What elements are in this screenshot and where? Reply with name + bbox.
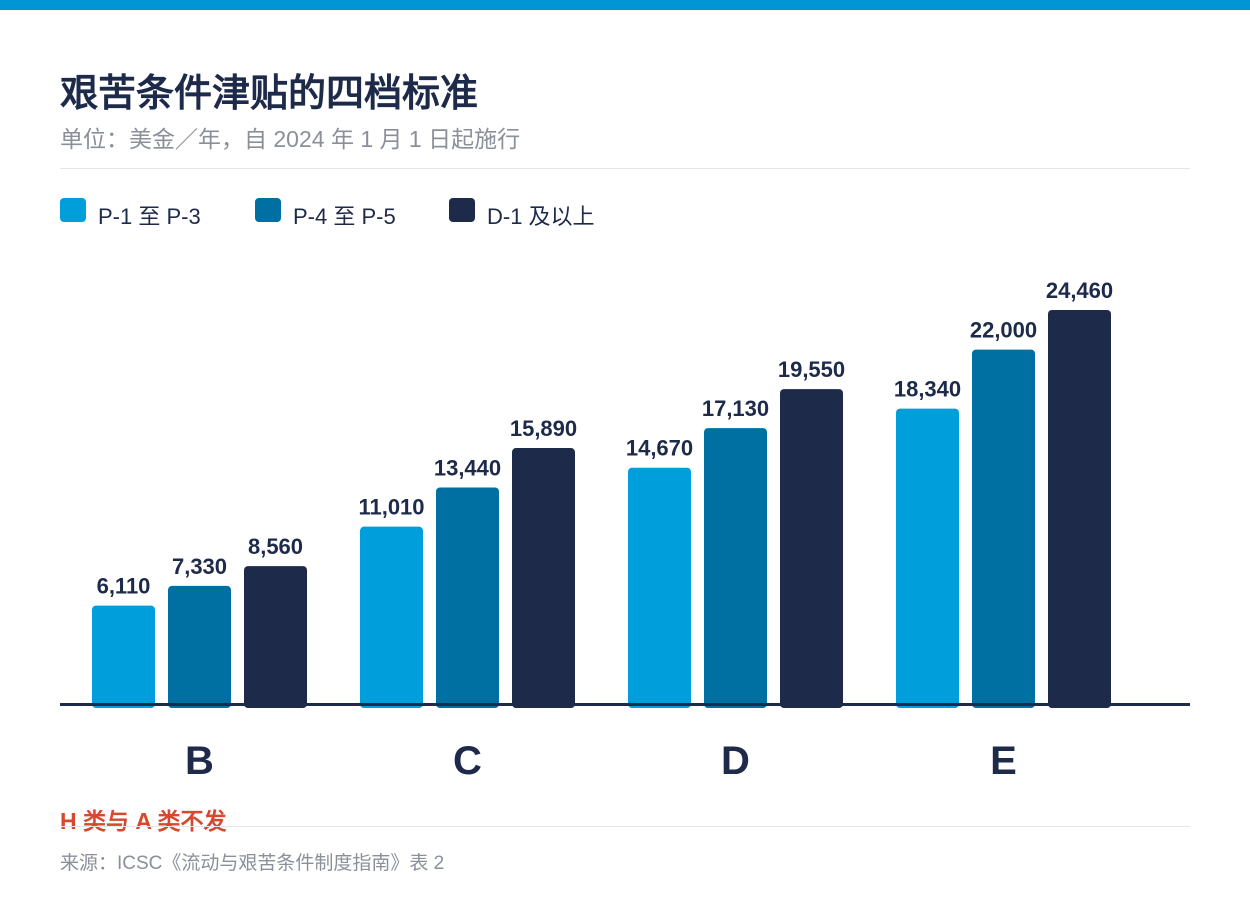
chart-title: 艰苦条件津贴的四档标准 [60, 73, 479, 115]
footer-divider [60, 826, 1190, 827]
bar-chart: 6,110 7,330 8,560 B 11,010 13,440 15,890 C 14,67… [60, 278, 1190, 783]
bar-d-series-3 [780, 389, 843, 708]
exclusion-note: H 类与 A 类不发 [60, 808, 227, 834]
bar-d-series-2 [704, 428, 767, 708]
legend-swatch-p1-p3 [60, 198, 86, 222]
bar-e-series-3 [1048, 310, 1111, 708]
data-label-c-series-2: 13,440 [434, 456, 501, 481]
header-divider [60, 168, 1190, 169]
bar-e-series-1 [896, 408, 959, 708]
data-label-e-series-3: 24,460 [1046, 278, 1113, 303]
data-label-b-series-2: 7,330 [172, 554, 227, 579]
legend-swatch-d1-above [449, 198, 475, 222]
bar-e-series-2 [972, 349, 1035, 708]
data-label-d-series-2: 17,130 [702, 396, 769, 421]
data-label-c-series-1: 11,010 [358, 495, 424, 520]
data-label-b-series-3: 8,560 [248, 534, 303, 559]
legend-label-p4-p5: P-4 至 P-5 [293, 204, 396, 229]
chart-subtitle: 单位：美金／年，自 2024 年 1 月 1 日起施行 [60, 126, 521, 152]
bar-b-series-2 [168, 585, 231, 708]
legend-swatch-p4-p5 [255, 198, 281, 222]
category-label-e: E [990, 739, 1017, 783]
bar-c-series-1 [360, 526, 423, 708]
category-label-c: C [453, 739, 482, 783]
data-label-d-series-3: 19,550 [778, 357, 845, 382]
bar-d-series-1 [628, 467, 691, 708]
bar-c-series-2 [436, 487, 499, 708]
legend-label-p1-p3: P-1 至 P-3 [98, 204, 201, 229]
data-label-e-series-2: 22,000 [970, 318, 1037, 343]
category-label-d: D [721, 739, 750, 783]
category-label-b: B [185, 739, 214, 783]
data-label-c-series-3: 15,890 [510, 416, 577, 441]
data-label-b-series-1: 6,110 [97, 574, 151, 599]
bar-b-series-3 [244, 566, 307, 708]
bar-b-series-1 [92, 605, 155, 708]
data-label-e-series-1: 18,340 [894, 377, 961, 402]
source-citation: 来源：ICSC《流动与艰苦条件制度指南》表 2 [60, 853, 445, 874]
data-label-d-series-1: 14,670 [626, 436, 693, 461]
top-accent-bar [0, 0, 1250, 10]
legend-label-d1-above: D-1 及以上 [487, 204, 595, 229]
bar-c-series-3 [512, 448, 575, 708]
